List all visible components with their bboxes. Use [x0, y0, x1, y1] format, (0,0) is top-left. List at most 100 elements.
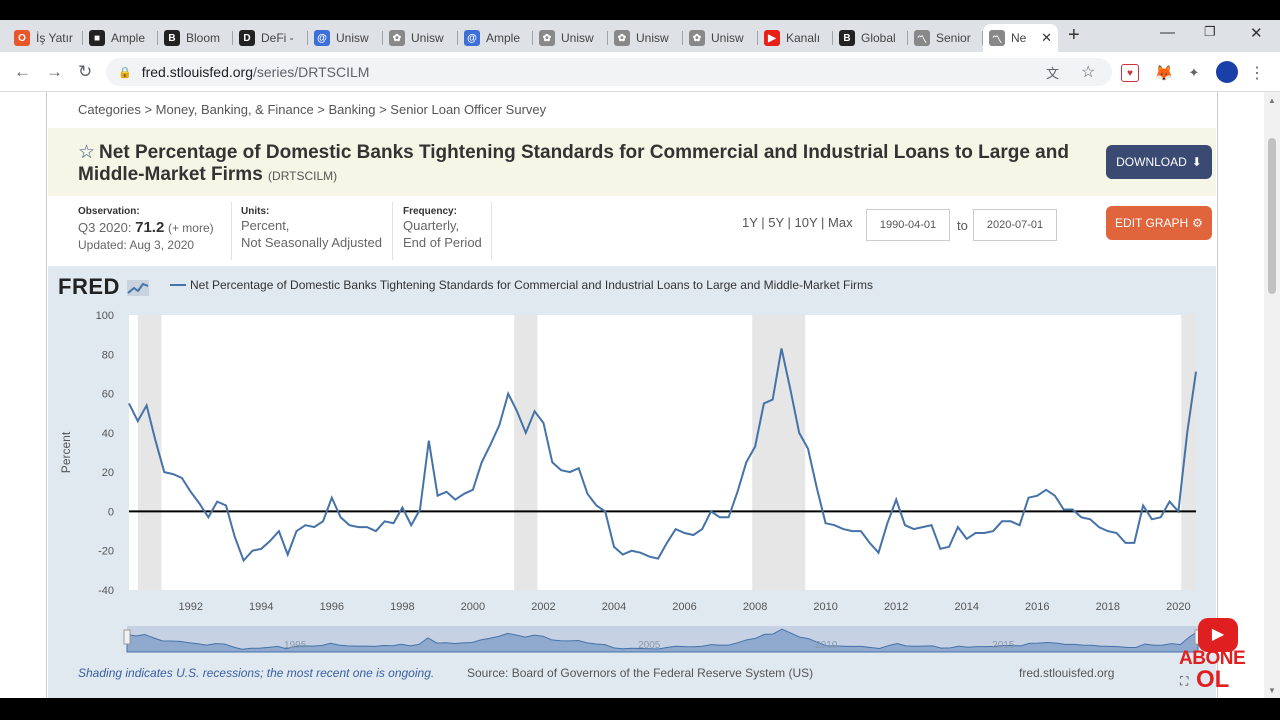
scroll-thumb[interactable]	[1268, 138, 1276, 294]
page-scrollbar[interactable]: ▲ ▼	[1264, 92, 1280, 698]
fullscreen-icon[interactable]: ⛶	[1180, 674, 1189, 688]
end-date-input[interactable]: 2020-07-01	[973, 209, 1057, 241]
navigator-label: 2005	[638, 640, 661, 651]
download-icon: ⬇	[1191, 155, 1202, 169]
y-tick-label: 60	[102, 389, 114, 401]
start-date-input[interactable]: 1990-04-01	[866, 209, 950, 241]
chart-legend: Net Percentage of Domestic Banks Tighten…	[170, 278, 873, 292]
restore-button[interactable]: ❐	[1204, 24, 1216, 39]
y-tick-label: -20	[98, 546, 114, 558]
meta-divider	[491, 202, 492, 260]
y-tick-label: 100	[96, 310, 114, 322]
subscribe-text-1: ABONE	[1179, 648, 1246, 669]
url-input[interactable]: 🔒 fred.stlouisfed.org/series/DRTSCILM 文 …	[106, 58, 1112, 86]
favorite-star-icon[interactable]: ☆	[78, 142, 96, 163]
units-block: Units: Percent, Not Seasonally Adjusted	[241, 206, 382, 251]
observation-more-link[interactable]: (+ more)	[167, 221, 214, 235]
x-tick-label: 2010	[813, 601, 837, 613]
profile-avatar[interactable]	[1216, 61, 1238, 83]
breadcrumb[interactable]: Categories > Money, Banking, & Finance >…	[78, 102, 547, 117]
fred-logo-text: FRED	[58, 274, 120, 299]
tab-separator	[307, 31, 308, 45]
edit-graph-button[interactable]: EDIT GRAPH ⚙	[1106, 206, 1212, 240]
page-title: ☆ Net Percentage of Domestic Banks Tighte…	[78, 142, 1078, 187]
y-tick-label: -40	[98, 585, 114, 597]
x-tick-label: 2014	[954, 601, 978, 613]
frequency-block: Frequency: Quarterly, End of Period	[403, 206, 482, 251]
tab-separator	[457, 31, 458, 45]
navigator-label: 2010	[815, 640, 838, 651]
edit-graph-label: EDIT GRAPH	[1115, 216, 1189, 230]
page-viewport: Categories > Money, Banking, & Finance >…	[0, 92, 1264, 698]
new-tab-button[interactable]: +	[1068, 24, 1080, 46]
pocket-extension-icon[interactable]: ♥	[1121, 64, 1139, 82]
line-chart[interactable]: -40 -20 0 20 40 60 80 100 Percent 1992 1994 1996 199…	[48, 266, 1216, 698]
reload-button[interactable]: ↻	[78, 62, 93, 81]
plot-background	[129, 315, 1196, 590]
tab-separator	[682, 31, 683, 45]
url-path: /series/DRTSCILM	[253, 64, 370, 80]
x-tick-label: 2002	[531, 601, 555, 613]
menu-kebab-icon[interactable]: ⋮	[1249, 65, 1265, 82]
close-window-button[interactable]: ✕	[1250, 25, 1263, 42]
tab-label: Unisw	[561, 31, 594, 45]
forward-button[interactable]: →	[46, 62, 63, 81]
o-icon: O	[14, 30, 30, 46]
browser-tab[interactable]: O İş Yatır	[8, 24, 83, 52]
address-bar: ← → ↻ 🔒 fred.stlouisfed.org/series/DRTSC…	[0, 52, 1280, 92]
browser-tab[interactable]: ▶ Kanalı	[758, 24, 833, 52]
y-tick-label: 20	[102, 467, 114, 479]
tab-separator	[382, 31, 383, 45]
tab-label: Senior	[936, 31, 971, 45]
browser-tab[interactable]: 〽 Ne ✕	[983, 24, 1058, 52]
download-button[interactable]: DOWNLOAD ⬇	[1106, 145, 1212, 179]
subscribe-overlay[interactable]: ▶ ABONE OL ⛶	[1176, 618, 1256, 696]
tab-label: DeFi -	[261, 31, 294, 45]
extensions-puzzle-icon[interactable]: ✦	[1188, 65, 1200, 80]
x-tick-label: 1994	[249, 601, 273, 613]
fred-icon: 〽	[989, 30, 1005, 46]
scroll-down-arrow-icon[interactable]: ▼	[1268, 686, 1276, 695]
b-icon: B	[839, 30, 855, 46]
minimize-button[interactable]: —	[1160, 24, 1175, 41]
browser-tab[interactable]: @ Unisw	[308, 24, 383, 52]
series-title: Net Percentage of Domestic Banks Tighten…	[78, 142, 1069, 185]
navigator-handle-left[interactable]	[123, 629, 131, 645]
browser-tab[interactable]: ✿ Unisw	[383, 24, 458, 52]
tab-label: Unisw	[711, 31, 744, 45]
scroll-up-arrow-icon[interactable]: ▲	[1268, 96, 1276, 105]
screen-bottom-bar	[0, 698, 1280, 720]
browser-tab[interactable]: ✿ Unisw	[608, 24, 683, 52]
browser-tab[interactable]: ✿ Unisw	[683, 24, 758, 52]
browser-tab[interactable]: ✿ Unisw	[533, 24, 608, 52]
meta-divider	[231, 202, 232, 260]
metamask-extension-icon[interactable]: 🦊	[1154, 65, 1174, 82]
tab-label: Global	[861, 31, 896, 45]
translate-icon[interactable]: 文	[1046, 65, 1060, 81]
x-tick-label: 2008	[743, 601, 767, 613]
unicorn-icon: ✿	[539, 30, 555, 46]
y-tick-label: 0	[108, 506, 114, 518]
recession-note: Shading indicates U.S. recessions; the m…	[78, 666, 435, 680]
browser-tab[interactable]: @ Ample	[458, 24, 533, 52]
site-link[interactable]: fred.stlouisfed.org	[1019, 666, 1115, 680]
close-tab-icon[interactable]: ✕	[1041, 30, 1052, 45]
recession-band	[137, 315, 162, 590]
tab-separator	[532, 31, 533, 45]
tab-label: Bloom	[186, 31, 221, 45]
frequency-line2: End of Period	[403, 235, 482, 250]
browser-tab[interactable]: 〽 Senior	[908, 24, 983, 52]
browser-tab[interactable]: D DeFi -	[233, 24, 308, 52]
y-tick-label: 80	[102, 349, 114, 361]
browser-tab[interactable]: B Bloom	[158, 24, 233, 52]
browser-tab[interactable]: ■ Ample	[83, 24, 158, 52]
bookmark-star-icon[interactable]: ☆	[1081, 64, 1096, 81]
back-button[interactable]: ←	[14, 62, 31, 81]
y-tick-label: 40	[102, 428, 114, 440]
range-selector[interactable]: 1Y | 5Y | 10Y | Max	[742, 215, 853, 230]
browser-tab[interactable]: B Global	[833, 24, 908, 52]
b-icon: B	[164, 30, 180, 46]
x-tick-label: 2000	[461, 601, 485, 613]
unicorn-icon: ✿	[389, 30, 405, 46]
subscribe-bell-icon: ▶	[1198, 618, 1238, 652]
